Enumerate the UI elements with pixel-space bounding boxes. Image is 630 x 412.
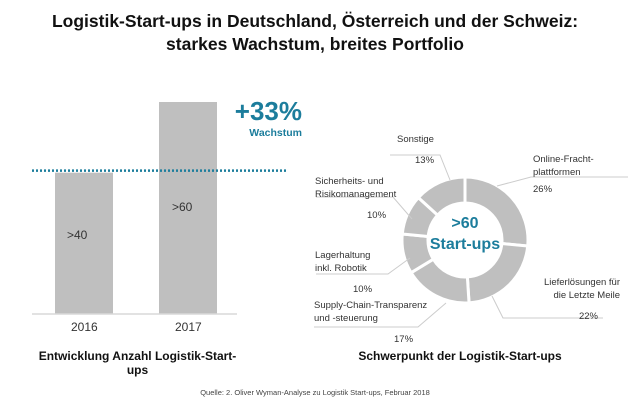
leader-line-2 <box>314 302 447 328</box>
donut-center-text: Start-ups <box>429 236 501 253</box>
donut-slice-5 <box>416 175 467 218</box>
page-title-line2: starkes Wachstum, breites Portfolio <box>166 34 464 54</box>
source-note: Quelle: 2. Oliver Wyman-Analyse zu Logis… <box>200 388 430 397</box>
donut-center-label: >60 Start-ups <box>415 213 515 255</box>
leader-line-4 <box>316 196 413 220</box>
slice-label-sonstige: Sonstige 13% <box>397 134 435 166</box>
slice-label-sicherheit: Sicherheits- und Risikomanagement 10% <box>315 176 397 221</box>
slice-label-online: Online-Fracht-plattformen 26% <box>533 154 594 195</box>
leader-line-1 <box>491 295 603 319</box>
growth-label: Wachstum <box>249 127 302 139</box>
donut-chart-title: Schwerpunkt der Logistik-Start-ups <box>358 349 562 363</box>
bar-data-label: >60 <box>172 200 193 214</box>
leader-line-5 <box>390 154 451 181</box>
bar-data-label: >40 <box>67 228 88 242</box>
bar-2017 <box>159 102 217 314</box>
x-tick-label: 2016 <box>71 320 98 334</box>
leader-line-3 <box>316 257 411 275</box>
slice-label-lagerhaltung: Lagerhaltung inkl. Robotik 10% <box>315 250 373 295</box>
bar-chart-title: Entwicklung Anzahl Logistik-Start-ups <box>38 349 237 377</box>
growth-value: +33% <box>234 96 302 126</box>
donut-center-value: >60 <box>451 215 479 232</box>
x-tick-label: 2017 <box>175 320 202 334</box>
leader-line-0 <box>496 176 628 187</box>
page-title-line1: Logistik-Start-ups in Deutschland, Öster… <box>51 11 579 31</box>
slice-label-supply-chain: Supply-Chain-Transparenz und -steuerung 1… <box>314 300 428 345</box>
bar-2016 <box>55 172 113 314</box>
slice-label-lieferloesungen: Lieferlösungen für die Letzte Meile 22% <box>543 277 620 322</box>
growth-annotation: +33% Wachstum <box>230 96 302 140</box>
